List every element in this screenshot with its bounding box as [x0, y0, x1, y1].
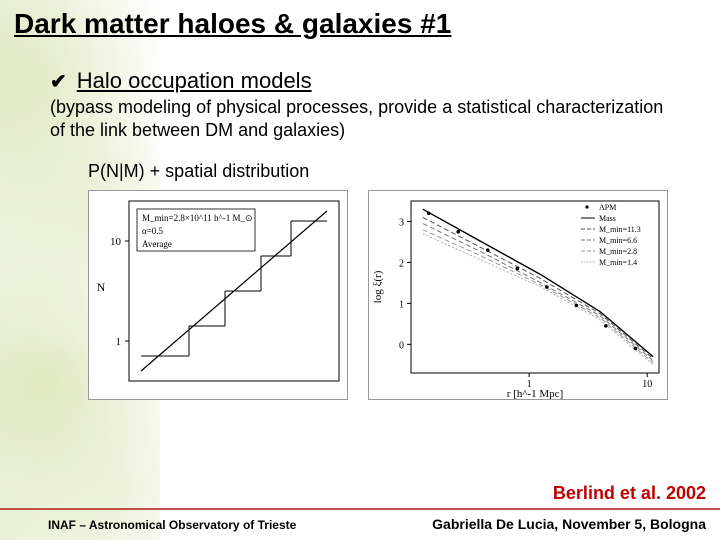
svg-text:0: 0: [399, 340, 404, 351]
svg-text:APM: APM: [599, 203, 616, 212]
bullet-heading: Halo occupation models: [77, 68, 312, 94]
svg-text:α=0.5: α=0.5: [142, 226, 164, 236]
svg-text:Average: Average: [142, 239, 172, 249]
citation: Berlind et al. 2002: [553, 483, 706, 504]
check-icon: ✔: [50, 69, 67, 94]
svg-text:M_min=1.4: M_min=1.4: [599, 258, 637, 267]
svg-text:2: 2: [399, 258, 404, 269]
svg-text:1: 1: [116, 336, 122, 348]
svg-text:1: 1: [399, 299, 404, 310]
footer-right: Gabriella De Lucia, November 5, Bologna: [432, 516, 706, 532]
bullet-description: (bypass modeling of physical processes, …: [50, 96, 666, 141]
slide-content: Dark matter haloes & galaxies #1 ✔ Halo …: [0, 0, 720, 408]
bullet-row: ✔ Halo occupation models: [50, 68, 706, 94]
svg-text:10: 10: [110, 236, 122, 248]
footer-left: INAF – Astronomical Observatory of Tries…: [48, 518, 296, 532]
svg-text:M_min=11.3: M_min=11.3: [599, 225, 641, 234]
svg-text:M_min=2.8×10^11 h^-1 M_⊙: M_min=2.8×10^11 h^-1 M_⊙: [142, 213, 253, 223]
svg-text:log ξ(r): log ξ(r): [372, 270, 384, 303]
svg-text:10: 10: [642, 379, 652, 390]
svg-text:r [h^-1 Mpc]: r [h^-1 Mpc]: [507, 388, 563, 400]
formula-text: P(N|M) + spatial distribution: [88, 161, 706, 182]
footer-divider: [0, 508, 720, 510]
svg-text:M_min=6.6: M_min=6.6: [599, 236, 637, 245]
chart-right: 0123110r [h^-1 Mpc]log ξ(r)APMMassM_min=…: [368, 190, 668, 400]
svg-text:Mass: Mass: [599, 214, 616, 223]
svg-text:3: 3: [399, 217, 404, 228]
svg-text:N: N: [97, 280, 106, 294]
chart-left: 1 10 N M_min=2.8×10^11 h^-1 M_⊙ α=0.5 Average: [88, 190, 348, 400]
charts-container: 110NM_min=2.8×10^11 h^-1 M_⊙α=0.5Average…: [88, 190, 706, 400]
slide-title: Dark matter haloes & galaxies #1: [14, 8, 706, 40]
svg-text:M_min=2.8: M_min=2.8: [599, 247, 637, 256]
